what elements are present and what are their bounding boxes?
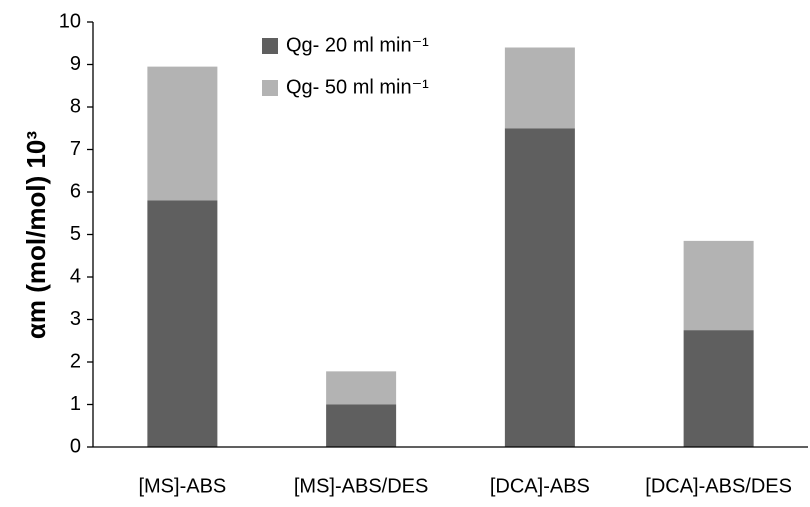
y-tick-label: 7 [70,138,81,160]
bar-segment [504,128,575,447]
y-tick-label: 0 [70,435,81,457]
y-tick-label: 1 [70,393,81,415]
y-axis-label: αm (mol/mol) 10³ [21,131,51,339]
bar-segment [147,66,218,201]
bar-segment [683,330,754,447]
x-tick-label: [MS]-ABS [138,475,226,497]
y-tick-label: 8 [70,95,81,117]
legend-swatch [262,38,278,54]
bar-segment [504,47,575,129]
y-tick-label: 6 [70,180,81,202]
bar-segment [147,200,218,447]
legend-label: Qg- 50 ml min⁻¹ [286,76,429,98]
x-tick-label: [DCA]-ABS [490,475,590,497]
y-tick-label: 10 [59,10,81,32]
y-tick-label: 2 [70,350,81,372]
x-tick-label: [DCA]-ABS/DES [645,475,792,497]
bar-segment [326,371,397,405]
bar-segment [326,404,397,447]
y-tick-label: 3 [70,308,81,330]
y-tick-label: 4 [70,265,81,287]
x-tick-label: [MS]-ABS/DES [294,475,428,497]
legend-label: Qg- 20 ml min⁻¹ [286,34,429,56]
legend-swatch [262,80,278,96]
bar-segment [683,240,754,331]
y-tick-label: 9 [70,53,81,75]
y-tick-label: 5 [70,223,81,245]
